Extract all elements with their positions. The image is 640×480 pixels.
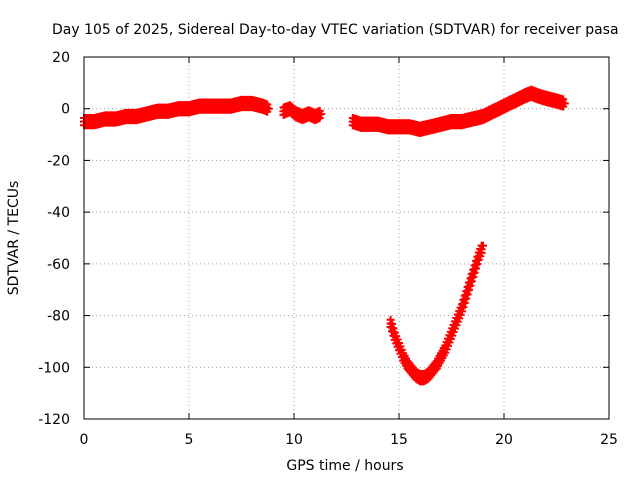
y-tick-label: -120 [38,412,70,428]
x-tick-label: 15 [390,432,408,448]
axes [83,56,610,420]
series-segment-1 [80,95,273,130]
x-axis-title: GPS time / hours [286,458,403,474]
series-segment-2 [279,101,326,125]
data-point [559,95,568,104]
plot-border [83,56,610,420]
x-tick-label: 20 [495,432,513,448]
data-series [80,85,569,386]
x-tick-label: 10 [285,432,303,448]
data-point [389,324,398,333]
y-tick-label: 0 [61,102,70,118]
chart-title: Day 105 of 2025, Sidereal Day-to-day VTE… [52,22,619,38]
y-tick-label: -80 [47,309,70,325]
y-axis-title: SDTVAR / TECUs [6,181,22,296]
data-point [263,100,272,109]
series-segment-4 [386,241,487,386]
y-tick-label: -20 [47,153,70,169]
x-tick-label: 0 [80,432,89,448]
y-tick-label: 20 [52,50,70,66]
data-point [560,99,569,108]
x-tick-label: 25 [600,432,618,448]
data-point [264,104,273,113]
data-point [386,315,395,324]
tick-labels: 0 5 10 15 20 25 20 0 -20 -40 -60 -80 -100 -120 [38,50,618,448]
x-tick-label: 5 [185,432,194,448]
series-segment-3 [348,85,569,138]
data-point [479,241,487,250]
y-tick-label: -40 [47,205,70,221]
y-tick-label: -60 [47,257,70,273]
data-point [388,320,396,329]
y-tick-label: -100 [38,360,70,376]
data-point [317,109,326,118]
